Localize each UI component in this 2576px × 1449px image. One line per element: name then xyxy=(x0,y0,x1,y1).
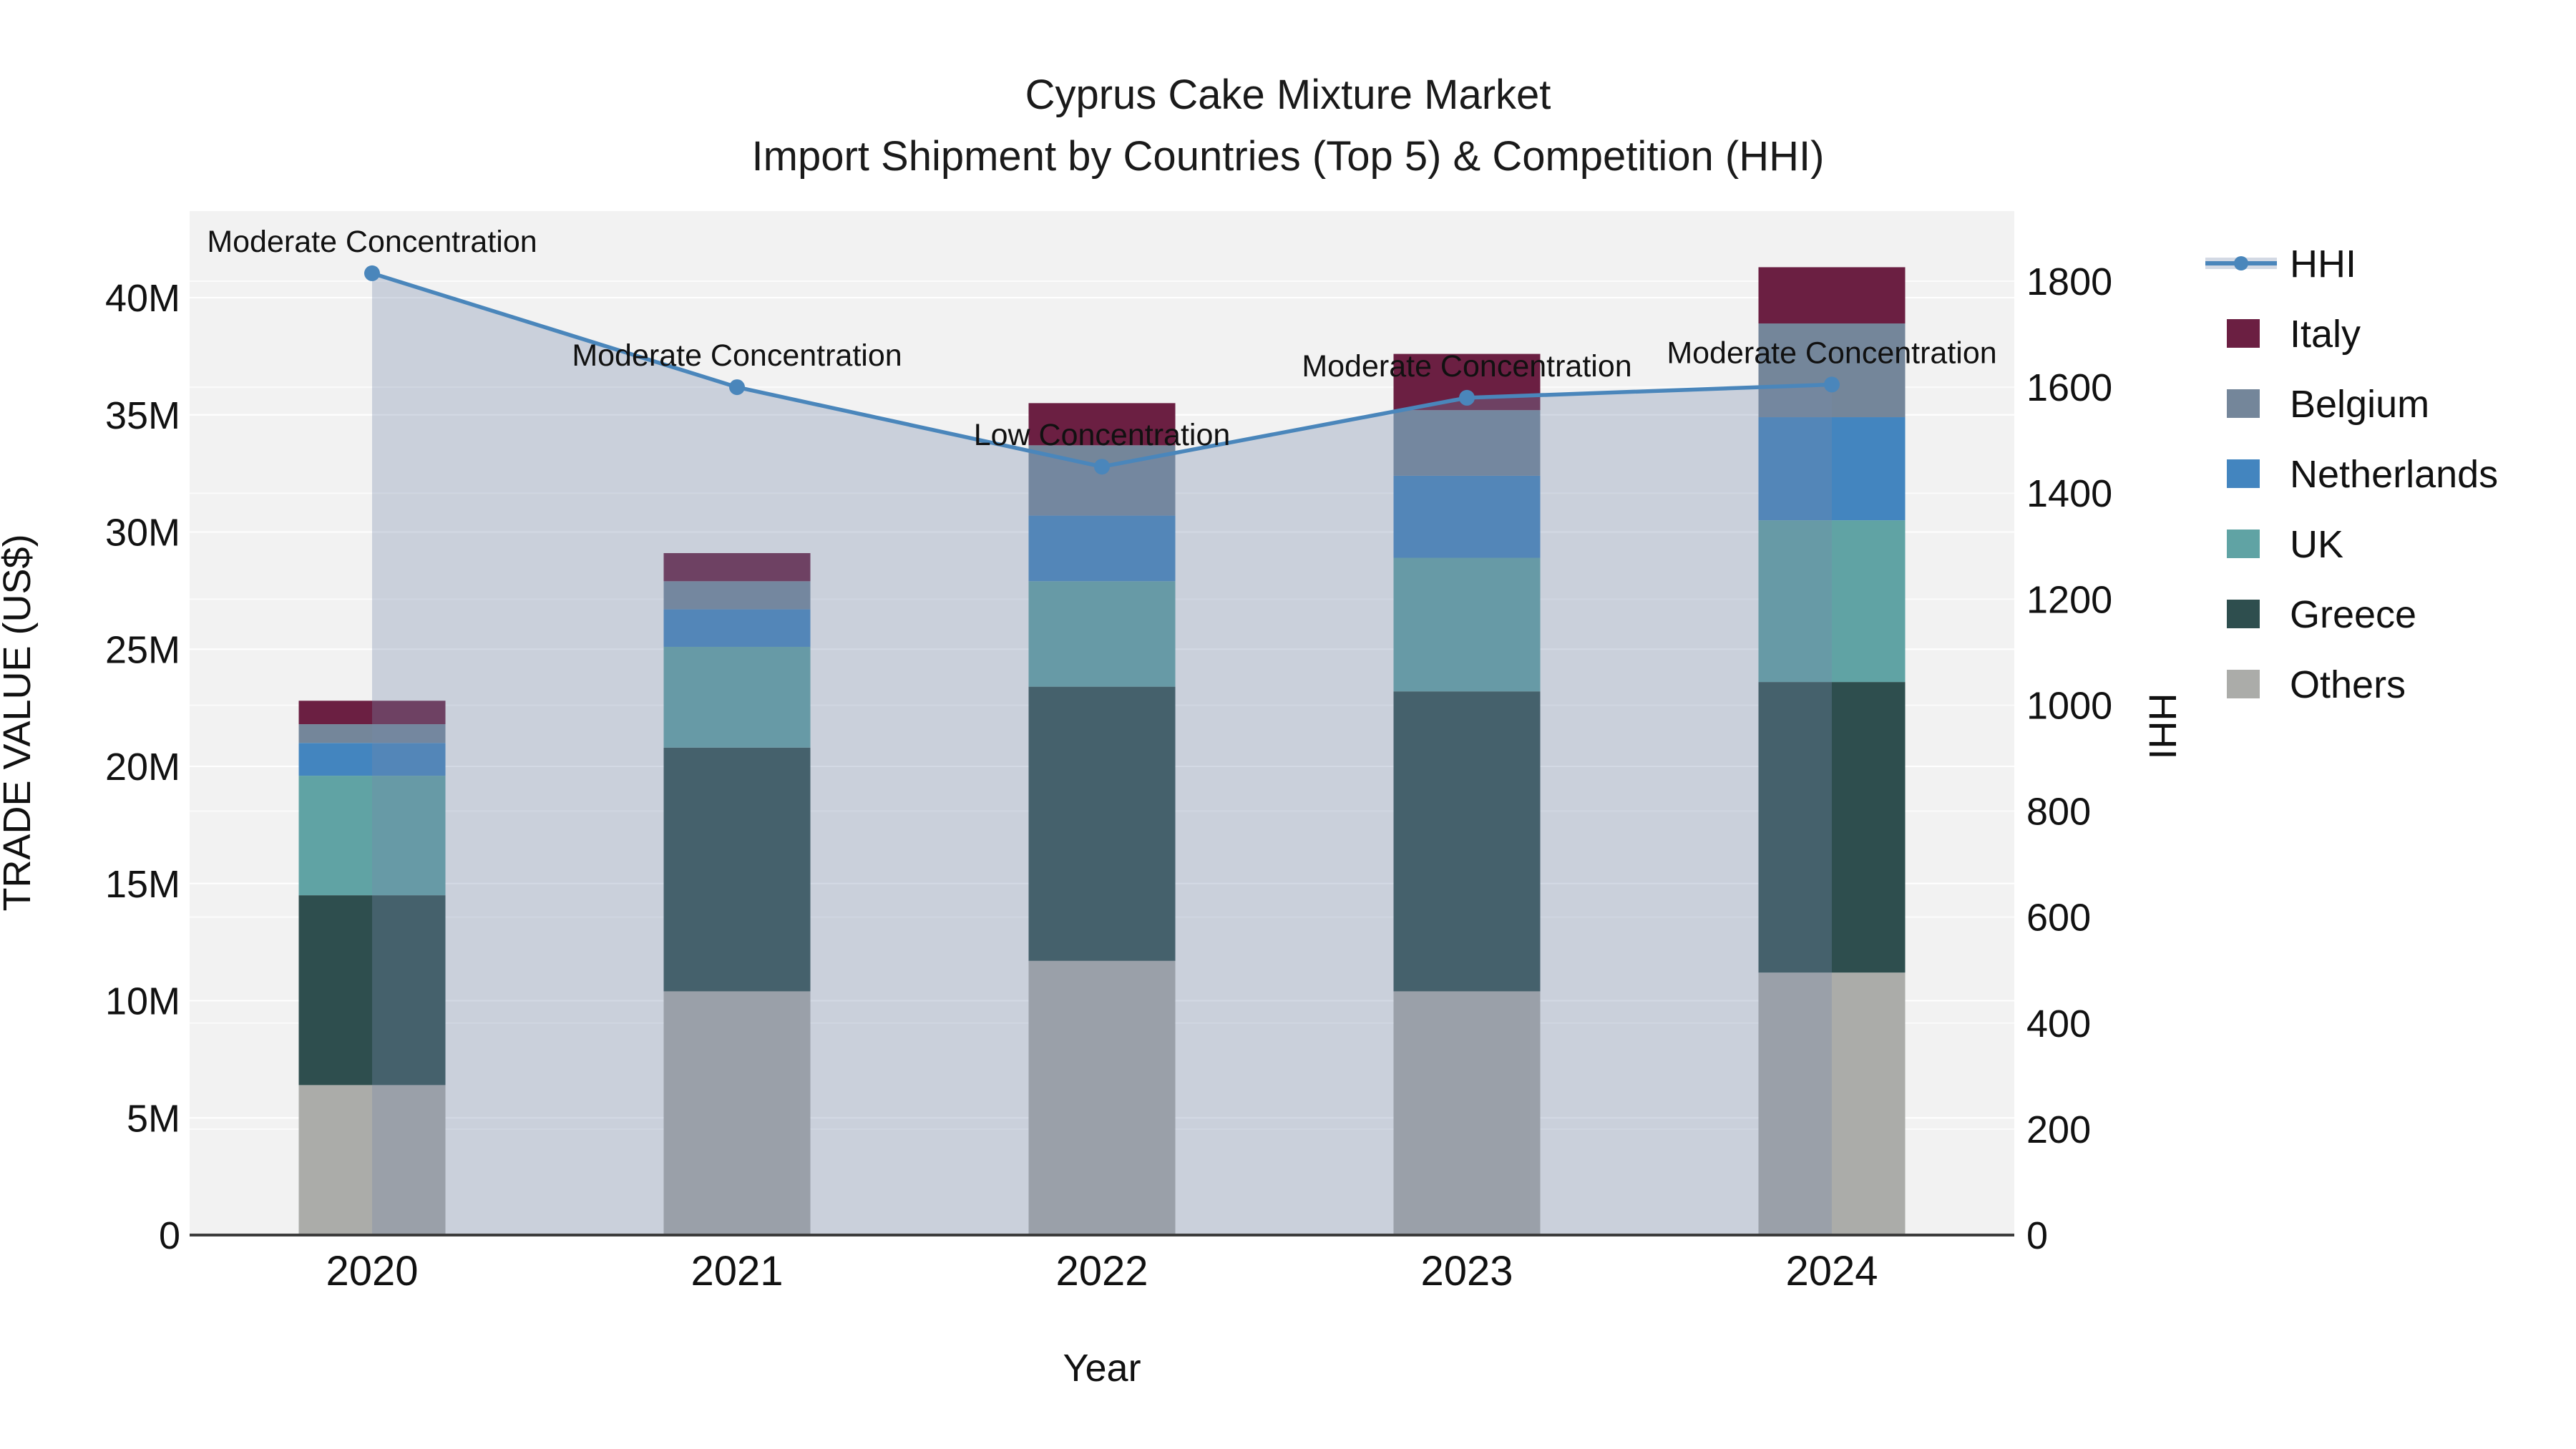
bar-segment-others-2022[interactable] xyxy=(1028,960,1176,1235)
chart-title-line1: Cyprus Cake Mixture Market xyxy=(1025,72,1551,118)
bar-segment-greece-2020[interactable] xyxy=(298,895,446,1085)
hhi-marker-2021[interactable] xyxy=(729,379,745,396)
right-tick-1000: 1000 xyxy=(2026,684,2112,727)
left-tick-40M: 40M xyxy=(105,277,180,320)
left-tick-10M: 10M xyxy=(105,980,180,1023)
legend-item-others[interactable]: Others xyxy=(2227,663,2406,706)
legend-item-uk[interactable]: UK xyxy=(2227,523,2343,566)
bar-segment-netherlands-2024[interactable] xyxy=(1758,417,1906,521)
right-tick-1800: 1800 xyxy=(2026,260,2112,303)
left-tick-30M: 30M xyxy=(105,512,180,555)
bar-segment-netherlands-2021[interactable] xyxy=(663,609,811,647)
bar-segment-netherlands-2020[interactable] xyxy=(298,743,446,776)
bar-segment-greece-2021[interactable] xyxy=(663,747,811,992)
left-tick-35M: 35M xyxy=(105,394,180,437)
x-tick-2022: 2022 xyxy=(1055,1248,1148,1294)
right-tick-200: 200 xyxy=(2026,1108,2091,1151)
hhi-area-fill xyxy=(372,273,1832,1235)
hhi-marker-2023[interactable] xyxy=(1459,389,1475,406)
bar-segment-others-2020[interactable] xyxy=(298,1085,446,1235)
bar-segment-netherlands-2022[interactable] xyxy=(1028,515,1176,582)
bar-segment-others-2024[interactable] xyxy=(1758,972,1906,1235)
right-tick-0: 0 xyxy=(2026,1214,2048,1257)
bar-segment-others-2021[interactable] xyxy=(663,991,811,1235)
annotations-layer: Moderate Concentration Moderate Concentra… xyxy=(207,225,1996,452)
bar-segment-belgium-2020[interactable] xyxy=(298,724,446,743)
right-tick-1200: 1200 xyxy=(2026,578,2112,621)
x-tick-2021: 2021 xyxy=(691,1248,783,1294)
legend-item-italy[interactable]: Italy xyxy=(2227,313,2361,356)
x-tick-2023: 2023 xyxy=(1420,1248,1513,1294)
legend-item-hhi[interactable]: HHI xyxy=(2205,243,2356,286)
bar-segment-greece-2023[interactable] xyxy=(1393,691,1541,992)
right-tick-600: 600 xyxy=(2026,897,2091,940)
right-tick-400: 400 xyxy=(2026,1002,2091,1045)
x-tick-2020: 2020 xyxy=(326,1248,418,1294)
right-axis-title: HHI xyxy=(2141,693,2184,760)
bar-segment-italy-2024[interactable] xyxy=(1758,267,1906,324)
hhi-marker-2020[interactable] xyxy=(364,265,380,281)
legend-swatch-belgium xyxy=(2227,389,2260,418)
legend-label-italy: Italy xyxy=(2290,313,2361,356)
x-tick-2024: 2024 xyxy=(1785,1248,1878,1294)
left-tick-25M: 25M xyxy=(105,628,180,671)
legend-item-netherlands[interactable]: Netherlands xyxy=(2227,453,2498,496)
legend-hhi-marker xyxy=(2234,256,2248,270)
legend-label-hhi: HHI xyxy=(2290,243,2356,286)
annotation-2022: Low Concentration xyxy=(974,418,1231,452)
legend-label-others: Others xyxy=(2290,663,2406,706)
legend-label-netherlands: Netherlands xyxy=(2290,453,2498,496)
annotation-2020: Moderate Concentration xyxy=(207,225,537,259)
legend-swatch-italy xyxy=(2227,319,2260,348)
right-tick-1400: 1400 xyxy=(2026,472,2112,515)
right-tick-1600: 1600 xyxy=(2026,366,2112,409)
hhi-area-layer xyxy=(372,273,1832,1235)
x-axis-title: Year xyxy=(1063,1347,1141,1390)
legend-item-belgium[interactable]: Belgium xyxy=(2227,383,2429,426)
legend-label-uk: UK xyxy=(2290,523,2343,566)
bar-segment-italy-2021[interactable] xyxy=(663,552,811,582)
bar-segment-belgium-2021[interactable] xyxy=(663,581,811,610)
bar-segment-greece-2022[interactable] xyxy=(1028,686,1176,961)
legend-swatch-greece xyxy=(2227,600,2260,628)
legend-swatch-others xyxy=(2227,670,2260,698)
bar-series xyxy=(298,267,1906,1235)
legend-swatch-netherlands xyxy=(2227,459,2260,488)
left-tick-15M: 15M xyxy=(105,863,180,906)
bar-segment-belgium-2023[interactable] xyxy=(1393,410,1541,476)
legend-label-greece: Greece xyxy=(2290,593,2416,636)
bar-segment-italy-2020[interactable] xyxy=(298,701,446,725)
bar-segment-others-2023[interactable] xyxy=(1393,991,1541,1235)
bar-segment-netherlands-2023[interactable] xyxy=(1393,475,1541,558)
legend: HHI Italy Belgium Netherlands UK Greece Others xyxy=(2205,243,2498,706)
bar-segment-uk-2022[interactable] xyxy=(1028,581,1176,687)
annotation-2023: Moderate Concentration xyxy=(1302,349,1631,384)
bar-segment-uk-2024[interactable] xyxy=(1758,520,1906,683)
hhi-marker-2024[interactable] xyxy=(1824,376,1840,393)
bar-segment-greece-2024[interactable] xyxy=(1758,682,1906,973)
bar-segment-belgium-2024[interactable] xyxy=(1758,323,1906,418)
left-tick-0: 0 xyxy=(159,1214,180,1257)
legend-label-belgium: Belgium xyxy=(2290,383,2429,426)
annotation-2024: Moderate Concentration xyxy=(1667,336,1996,370)
right-tick-800: 800 xyxy=(2026,791,2091,834)
bar-segment-uk-2021[interactable] xyxy=(663,646,811,748)
legend-item-greece[interactable]: Greece xyxy=(2227,593,2416,636)
hhi-line-layer xyxy=(364,265,1840,475)
axes-layer: 2020 2021 2022 2023 2024 0 5M 10M 15M 20M 25M 30M 35… xyxy=(105,260,2112,1294)
annotation-2021: Moderate Concentration xyxy=(572,338,902,373)
left-axis-title: TRADE VALUE (US$) xyxy=(0,534,39,911)
chart-title-line2: Import Shipment by Countries (Top 5) & C… xyxy=(752,133,1825,180)
hhi-marker-2022[interactable] xyxy=(1094,459,1110,475)
bar-segment-uk-2023[interactable] xyxy=(1393,557,1541,692)
legend-swatch-uk xyxy=(2227,530,2260,558)
left-tick-5M: 5M xyxy=(127,1097,180,1140)
bar-segment-italy-2022[interactable] xyxy=(1028,403,1176,446)
bar-segment-uk-2020[interactable] xyxy=(298,776,446,896)
left-tick-20M: 20M xyxy=(105,746,180,789)
